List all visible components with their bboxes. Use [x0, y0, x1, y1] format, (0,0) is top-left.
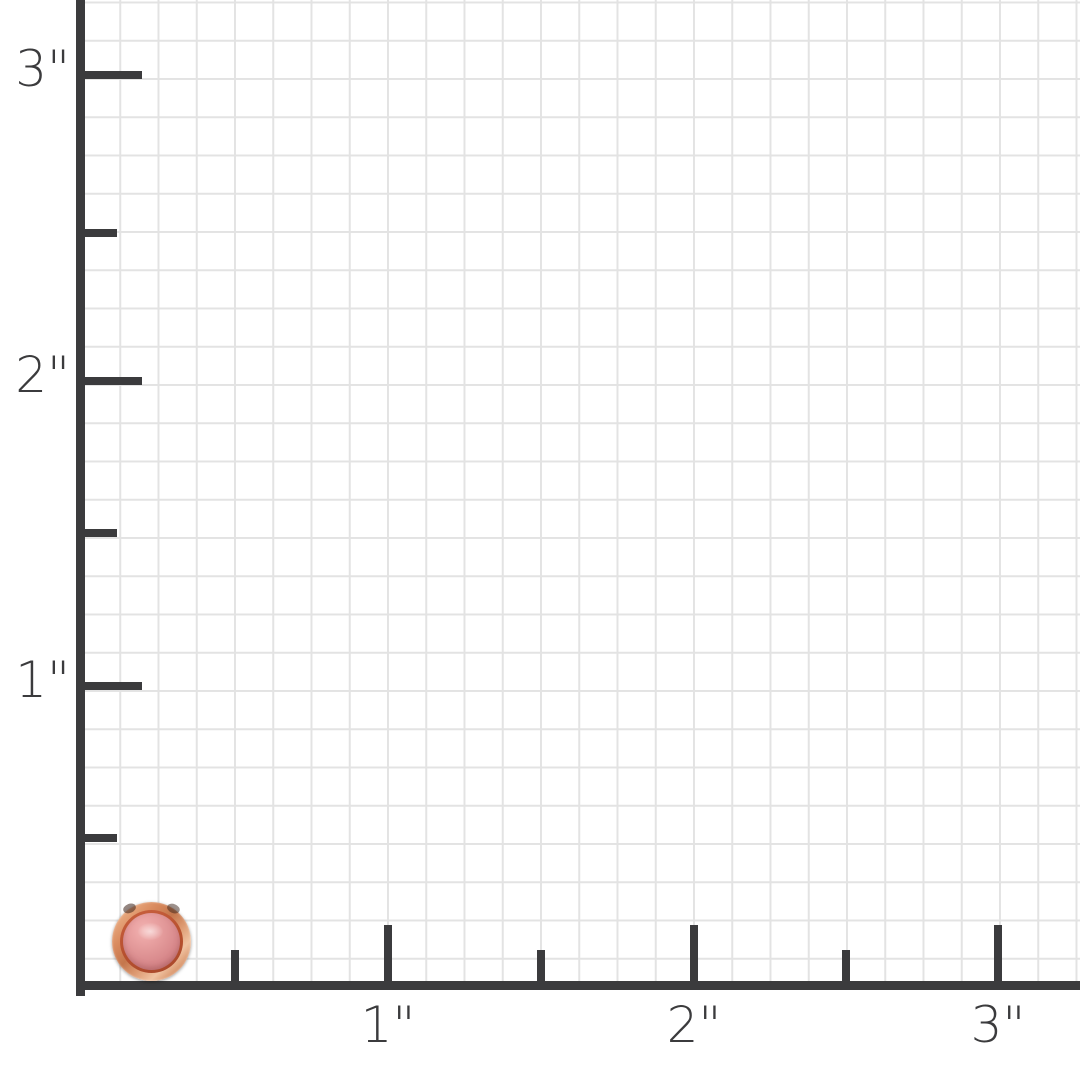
y-axis-label-3in: 3" [15, 40, 70, 98]
y-axis-label-1in: 1" [15, 651, 70, 709]
x-axis-label-3in: 3" [970, 996, 1026, 1054]
y-tick-minor-2_5in [85, 229, 117, 237]
y-tick-major-3in [85, 71, 142, 79]
x-tick-major-2in [690, 925, 698, 982]
y-tick-minor-1_5in [85, 529, 117, 537]
x-axis-label-2in: 2" [666, 996, 722, 1054]
bezel-notch-left [121, 902, 137, 916]
graph-paper-grid [82, 0, 1080, 990]
x-axis-label-1in: 1" [360, 996, 416, 1054]
y-tick-major-1in [85, 682, 142, 690]
vertical-ruler-axis [76, 0, 85, 996]
horizontal-ruler-axis [76, 981, 1080, 990]
bezel-notch-right [166, 902, 182, 916]
x-tick-minor-1_5in [537, 950, 545, 982]
x-tick-major-1in [384, 925, 392, 982]
y-axis-label-2in: 2" [15, 346, 70, 404]
x-tick-minor-0_5in [231, 950, 239, 982]
y-tick-minor-0_5in [85, 834, 117, 842]
rose-gold-bezel-pink-cabochon [112, 902, 191, 981]
gemstone-highlight [137, 922, 163, 940]
y-tick-major-2in [85, 377, 142, 385]
x-tick-major-3in [994, 925, 1002, 982]
x-tick-minor-2_5in [842, 950, 850, 982]
pink-cabochon-gemstone [123, 913, 180, 970]
